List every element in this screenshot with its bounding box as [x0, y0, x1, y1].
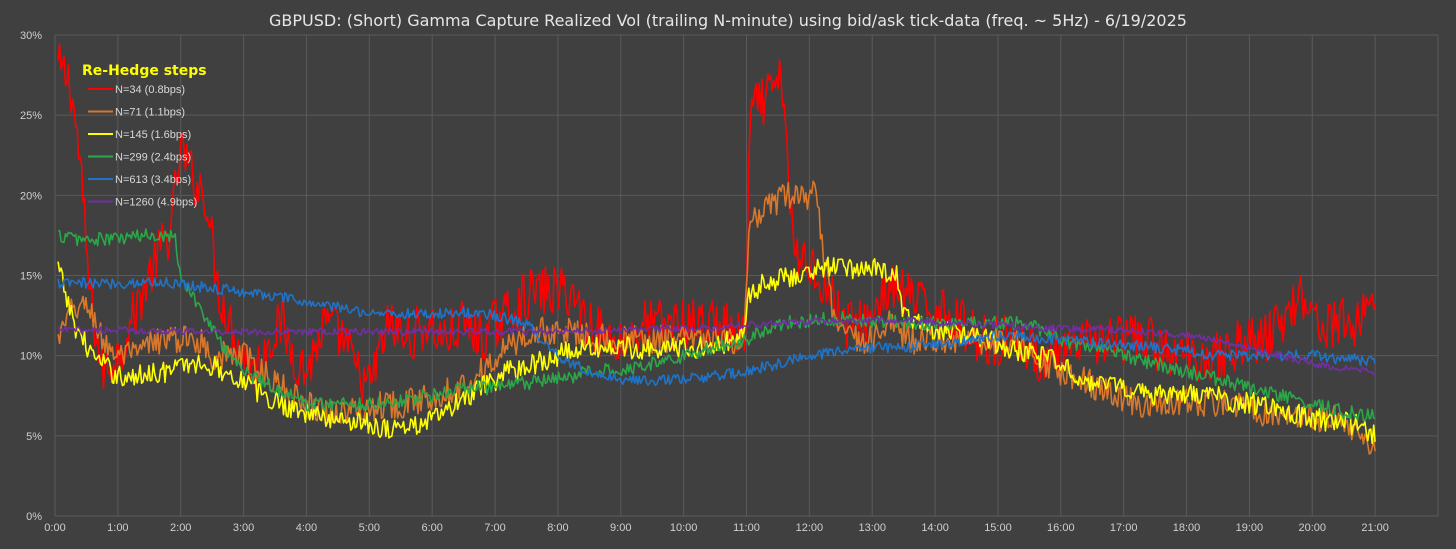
series-line-5 — [57, 276, 1376, 386]
chart-title: GBPUSD: (Short) Gamma Capture Realized V… — [269, 11, 1187, 30]
x-tick-label: 20:00 — [1299, 522, 1327, 534]
x-tick-label: 21:00 — [1361, 522, 1389, 534]
series-line-1 — [57, 43, 1376, 405]
legend-label: N=299 (2.4bps) — [115, 152, 191, 164]
x-tick-label: 17:00 — [1110, 522, 1138, 534]
legend-label: N=34 (0.8bps) — [115, 84, 185, 96]
y-tick-label: 25% — [20, 110, 42, 122]
x-tick-label: 8:00 — [547, 522, 568, 534]
legend-label: N=1260 (4.9bps) — [115, 197, 197, 209]
x-tick-label: 12:00 — [796, 522, 824, 534]
x-tick-label: 5:00 — [359, 522, 380, 534]
x-tick-label: 4:00 — [296, 522, 317, 534]
series-line-4 — [57, 228, 1376, 422]
x-tick-label: 10:00 — [670, 522, 698, 534]
legend-label: N=71 (1.1bps) — [115, 107, 185, 119]
x-tick-label: 16:00 — [1047, 522, 1075, 534]
x-tick-label: 2:00 — [170, 522, 191, 534]
legend-label: N=613 (3.4bps) — [115, 174, 191, 186]
y-tick-label: 10% — [20, 351, 42, 363]
legend: Re-Hedge steps N=34 (0.8bps) N=71 (1.1bps… — [82, 63, 207, 209]
x-tick-label: 0:00 — [44, 522, 65, 534]
y-tick-label: 20% — [20, 190, 42, 202]
x-tick-label: 15:00 — [984, 522, 1012, 534]
x-tick-label: 3:00 — [233, 522, 254, 534]
axis-ticks: 0:00 1:00 2:00 3:00 4:00 5:00 6:00 7:00 8:00 9:00… — [20, 30, 1389, 534]
x-tick-label: 7:00 — [484, 522, 505, 534]
y-tick-label: 15% — [20, 271, 42, 283]
x-tick-label: 1:00 — [107, 522, 128, 534]
x-tick-label: 9:00 — [610, 522, 631, 534]
series-line-6 — [57, 316, 1376, 376]
y-tick-label: 5% — [26, 431, 42, 443]
x-tick-label: 11:00 — [733, 522, 760, 534]
legend-title: Re-Hedge steps — [82, 63, 207, 79]
x-tick-label: 18:00 — [1173, 522, 1201, 534]
series-line-2 — [57, 180, 1376, 455]
x-tick-label: 13:00 — [858, 522, 886, 534]
x-tick-label: 14:00 — [921, 522, 949, 534]
legend-label: N=145 (1.6bps) — [115, 129, 191, 141]
y-tick-label: 30% — [20, 30, 42, 42]
y-tick-label: 0% — [26, 511, 42, 523]
series-line-3 — [57, 256, 1376, 445]
series-group — [57, 43, 1376, 455]
x-tick-label: 6:00 — [421, 522, 442, 534]
x-tick-label: 19:00 — [1236, 522, 1264, 534]
